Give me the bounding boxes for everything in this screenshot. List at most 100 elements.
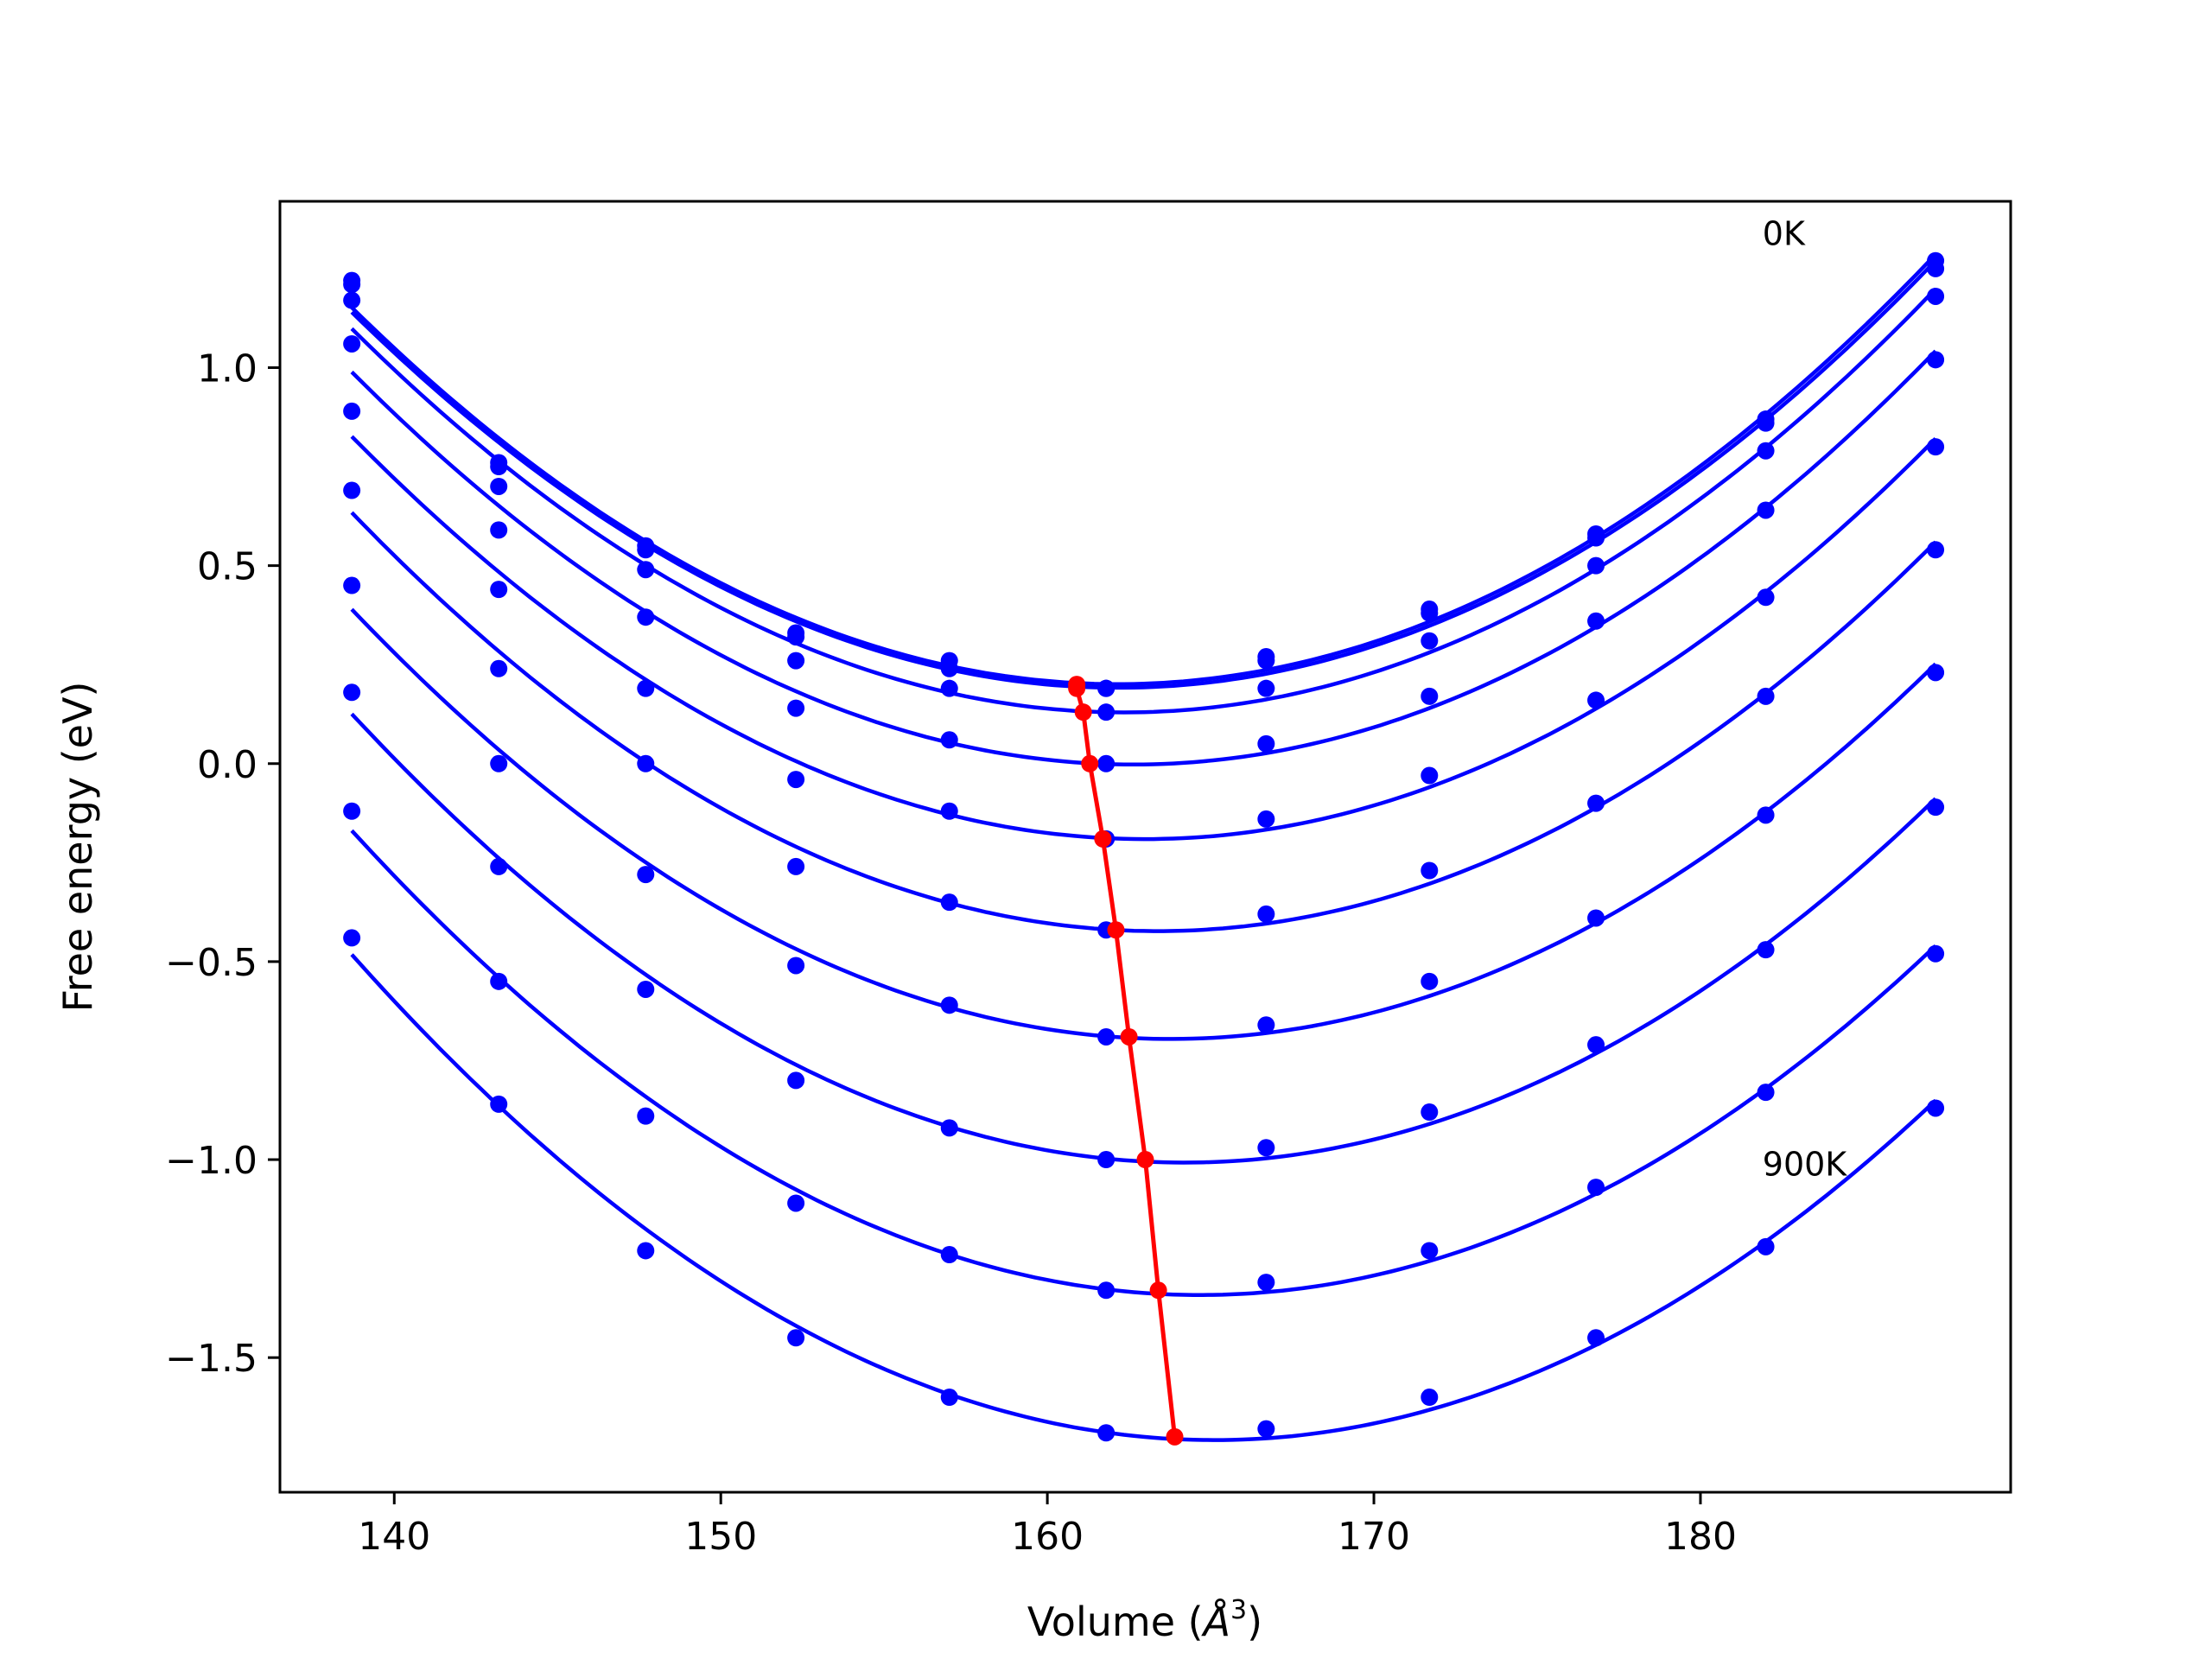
data-point-4-9 bbox=[1757, 588, 1775, 607]
data-point-6-8 bbox=[1587, 909, 1605, 927]
data-point-5-0 bbox=[343, 481, 361, 499]
data-point-9-7 bbox=[1421, 1389, 1439, 1407]
data-point-3-2 bbox=[637, 608, 655, 626]
data-point-6-5 bbox=[1097, 1027, 1116, 1046]
data-point-1-2 bbox=[637, 541, 655, 559]
data-point-7-4 bbox=[940, 1119, 958, 1137]
data-point-8-2 bbox=[637, 1107, 655, 1125]
data-point-5-7 bbox=[1421, 861, 1439, 880]
data-points bbox=[343, 251, 1945, 1442]
data-point-3-1 bbox=[490, 521, 508, 539]
data-point-1-7 bbox=[1421, 604, 1439, 622]
data-point-3-5 bbox=[1097, 754, 1116, 772]
x-tick-label-4: 180 bbox=[1664, 1515, 1737, 1559]
min-point-2 bbox=[1074, 703, 1092, 721]
min-point-3 bbox=[1081, 754, 1099, 772]
data-point-7-5 bbox=[1097, 1151, 1116, 1169]
data-point-3-8 bbox=[1587, 612, 1605, 630]
min-point-6 bbox=[1120, 1027, 1138, 1046]
data-point-5-3 bbox=[787, 857, 805, 875]
x-tick-label-2: 160 bbox=[1011, 1515, 1084, 1559]
data-point-5-8 bbox=[1587, 794, 1605, 812]
data-point-8-10 bbox=[1927, 944, 1945, 963]
data-point-9-0 bbox=[343, 929, 361, 947]
data-point-6-7 bbox=[1421, 972, 1439, 990]
data-point-8-5 bbox=[1097, 1281, 1116, 1300]
y-tick-label-5: −1.5 bbox=[165, 1337, 257, 1381]
data-point-2-3 bbox=[787, 652, 805, 670]
data-point-3-10 bbox=[1927, 351, 1945, 369]
data-point-4-6 bbox=[1257, 810, 1275, 828]
data-point-7-7 bbox=[1421, 1103, 1439, 1122]
data-point-7-8 bbox=[1587, 1036, 1605, 1054]
y-axis-label: Free energy (eV) bbox=[54, 682, 101, 1013]
data-point-4-3 bbox=[787, 771, 805, 789]
data-point-8-6 bbox=[1257, 1274, 1275, 1292]
x-tick-label-0: 140 bbox=[358, 1515, 430, 1559]
data-point-7-10 bbox=[1927, 798, 1945, 817]
min-point-4 bbox=[1094, 830, 1112, 848]
data-point-3-9 bbox=[1757, 501, 1775, 519]
y-tick-label-1: 0.5 bbox=[197, 545, 257, 589]
data-point-8-4 bbox=[940, 1246, 958, 1264]
y-tick-label-0: 1.0 bbox=[197, 346, 257, 391]
min-line-path bbox=[1074, 684, 1177, 1438]
data-point-2-9 bbox=[1757, 442, 1775, 460]
data-point-2-10 bbox=[1927, 287, 1945, 305]
fit-curves bbox=[350, 252, 1937, 1442]
data-point-8-9 bbox=[1757, 1084, 1775, 1102]
data-point-1-4 bbox=[940, 659, 958, 677]
data-point-5-10 bbox=[1927, 541, 1945, 559]
fit-curve-5 bbox=[350, 511, 1937, 933]
fit-curve-9 bbox=[350, 953, 1937, 1442]
data-point-5-4 bbox=[940, 893, 958, 912]
data-point-4-7 bbox=[1421, 766, 1439, 785]
data-point-8-0 bbox=[343, 802, 361, 820]
data-point-5-2 bbox=[637, 754, 655, 772]
data-point-1-0 bbox=[343, 276, 361, 294]
data-point-5-6 bbox=[1257, 905, 1275, 923]
min-point-1 bbox=[1068, 679, 1086, 697]
data-point-7-3 bbox=[787, 1071, 805, 1090]
data-point-2-8 bbox=[1587, 556, 1605, 575]
data-point-6-0 bbox=[343, 576, 361, 594]
data-point-3-7 bbox=[1421, 687, 1439, 705]
data-point-8-7 bbox=[1421, 1242, 1439, 1260]
data-point-3-4 bbox=[940, 731, 958, 749]
data-point-4-10 bbox=[1927, 438, 1945, 456]
fit-curve-0 bbox=[350, 252, 1937, 687]
data-point-9-5 bbox=[1097, 1424, 1116, 1442]
data-point-1-1 bbox=[490, 458, 508, 476]
data-point-9-3 bbox=[787, 1329, 805, 1347]
data-point-6-3 bbox=[787, 957, 805, 975]
data-point-8-1 bbox=[490, 972, 508, 990]
data-point-8-8 bbox=[1587, 1179, 1605, 1197]
fit-curve-6 bbox=[350, 607, 1937, 1041]
data-point-5-9 bbox=[1757, 687, 1775, 705]
equilibrium-volume-line bbox=[1068, 676, 1184, 1446]
data-point-1-6 bbox=[1257, 652, 1275, 670]
data-point-6-1 bbox=[490, 754, 508, 772]
data-point-3-3 bbox=[787, 699, 805, 717]
data-point-6-4 bbox=[940, 996, 958, 1014]
data-point-9-8 bbox=[1587, 1329, 1605, 1347]
x-tick-label-3: 170 bbox=[1338, 1515, 1410, 1559]
y-tick-label-2: 0.0 bbox=[197, 743, 257, 787]
plot-area bbox=[278, 200, 2012, 1494]
y-axis-ticks: 1.0 0.5 0.0 −0.5 −1.0 −1.5 bbox=[165, 346, 280, 1381]
data-point-6-6 bbox=[1257, 1016, 1275, 1034]
fit-curve-8 bbox=[350, 829, 1937, 1297]
data-point-2-1 bbox=[490, 477, 508, 495]
data-point-2-4 bbox=[940, 679, 958, 697]
data-point-4-8 bbox=[1587, 691, 1605, 709]
data-point-1-3 bbox=[787, 628, 805, 646]
x-tick-label-1: 150 bbox=[684, 1515, 757, 1559]
data-point-3-6 bbox=[1257, 734, 1275, 753]
data-point-6-10 bbox=[1927, 664, 1945, 682]
data-point-4-4 bbox=[940, 802, 958, 820]
min-point-5 bbox=[1107, 921, 1125, 939]
fit-curve-1 bbox=[350, 259, 1937, 690]
fit-curve-3 bbox=[350, 349, 1937, 767]
data-point-9-6 bbox=[1257, 1420, 1275, 1438]
